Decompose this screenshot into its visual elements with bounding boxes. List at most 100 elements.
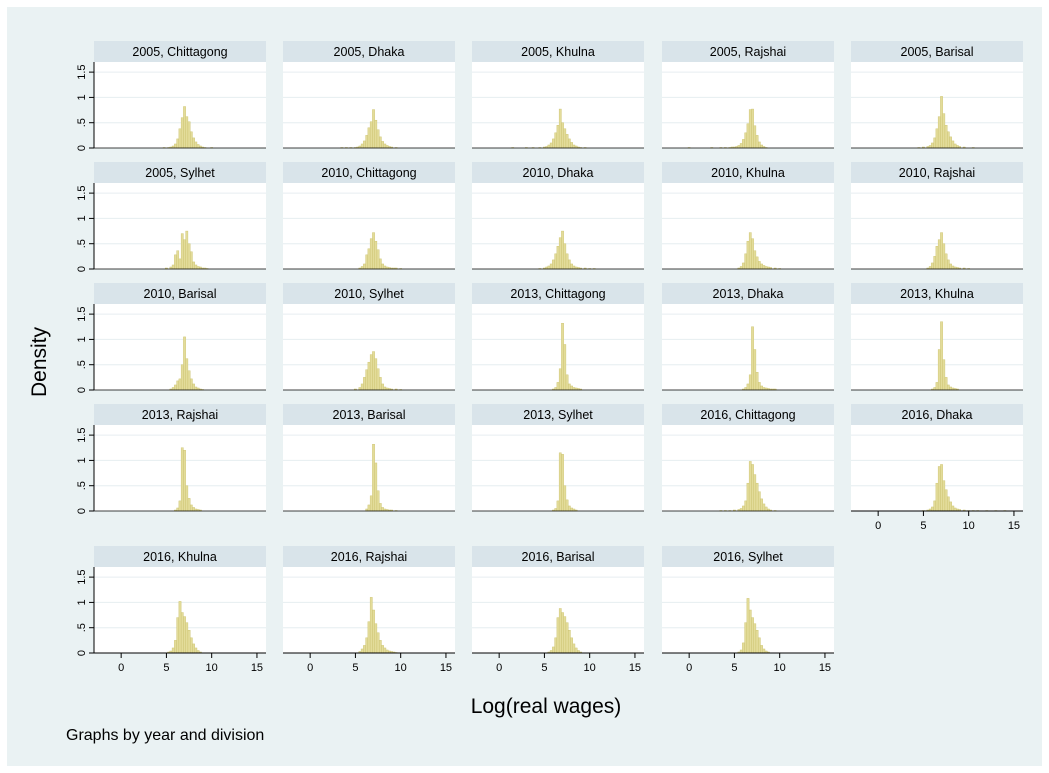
y-tick-label: 0 [76, 650, 88, 656]
panel-title: 2013, Sylhet [523, 408, 593, 422]
bar [762, 503, 766, 512]
bar [742, 505, 745, 512]
bar [549, 263, 553, 270]
bar [378, 640, 382, 654]
bar [760, 498, 763, 512]
panel-header [851, 283, 1023, 304]
bar [192, 137, 195, 149]
bar [940, 464, 943, 512]
bar [572, 265, 576, 270]
panel-header [283, 283, 455, 304]
plot-area [283, 425, 455, 511]
panel-title: 2013, Barisal [333, 408, 406, 422]
x-tick-label: 10 [963, 520, 975, 532]
panel-title: 2013, Dhaka [713, 287, 784, 301]
bar [570, 507, 573, 512]
bar [369, 354, 373, 391]
bar [363, 140, 366, 149]
bar [363, 645, 366, 654]
panel-20: 2016, Dhaka 0 5 10 15 [851, 404, 1023, 532]
bar [942, 359, 946, 391]
y-tick-label: 1.5 [76, 306, 88, 321]
bar [946, 384, 950, 391]
bar [570, 637, 573, 654]
bar [180, 612, 184, 654]
bar [949, 386, 952, 391]
plot-area [94, 425, 266, 511]
bar [757, 141, 761, 149]
bar [183, 106, 186, 149]
bar [189, 378, 193, 391]
bar [176, 380, 180, 391]
bar [933, 256, 937, 270]
x-tick-label: 0 [307, 662, 313, 674]
panel-17: 2013, Barisal [283, 404, 455, 512]
bar [180, 117, 184, 149]
panel-title: 2016, Sylhet [713, 550, 783, 564]
bar [940, 96, 943, 149]
bar [174, 254, 177, 270]
bar [567, 505, 571, 512]
bar [563, 616, 567, 654]
bar [760, 144, 763, 149]
y-tick-label: 0 [76, 266, 88, 272]
panel-21: 2016, Khulna 0 .5 1 1.5 0 5 10 15 [76, 546, 266, 674]
bar [742, 262, 745, 270]
bar [937, 466, 941, 512]
x-tick-label: 15 [629, 662, 641, 674]
panel-header [662, 162, 834, 183]
bar [374, 240, 378, 270]
bar [570, 142, 573, 149]
panel-header [283, 162, 455, 183]
bar [746, 383, 750, 391]
bar [178, 258, 182, 270]
y-tick-label: .5 [76, 239, 88, 248]
bar [376, 129, 380, 149]
bar [381, 263, 384, 270]
panel-title: 2013, Khulna [900, 287, 974, 301]
bar [567, 383, 571, 391]
bar [183, 616, 186, 654]
panel-header [94, 41, 266, 62]
panel-header [851, 162, 1023, 183]
bar [944, 489, 948, 512]
bar [951, 505, 955, 512]
bar [949, 263, 952, 270]
bar [178, 128, 182, 149]
bar [367, 127, 371, 149]
panel-header [94, 162, 266, 183]
y-tick-label: 0 [76, 508, 88, 514]
bar [372, 444, 375, 512]
plot-area [94, 183, 266, 269]
bar [940, 232, 943, 270]
bar [565, 499, 569, 512]
panel-7: 2010, Chittagong [283, 162, 455, 270]
panel-header [283, 404, 455, 425]
bar [365, 135, 369, 149]
bar [944, 253, 948, 270]
panel-15: 2013, Khulna [851, 283, 1023, 391]
panel-title: 2005, Rajshai [710, 45, 786, 59]
y-tick-label: 1.5 [76, 427, 88, 442]
bar [762, 265, 766, 270]
bar [565, 253, 569, 270]
bar [383, 265, 387, 270]
panel-header [662, 404, 834, 425]
panel-22: 2016, Rajshai 0 5 10 15 [283, 546, 455, 674]
bar [176, 138, 180, 149]
bar [742, 642, 745, 654]
bar [552, 259, 555, 270]
bar [187, 498, 191, 512]
panel-19: 2016, Chittagong [662, 404, 834, 512]
bar [935, 246, 939, 270]
bar [376, 490, 380, 512]
panel-header [472, 546, 644, 567]
bar [558, 108, 562, 149]
x-tick-label: 10 [206, 662, 218, 674]
panel-title: 2005, Barisal [901, 45, 974, 59]
panel-header [94, 404, 266, 425]
bar [192, 643, 195, 654]
bar [381, 507, 384, 512]
x-tick-label: 15 [819, 662, 831, 674]
bar [940, 321, 943, 391]
